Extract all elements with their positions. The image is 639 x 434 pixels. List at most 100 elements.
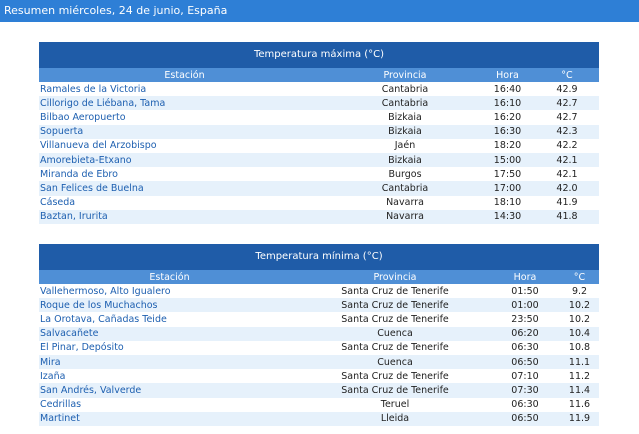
table-cell: 42.1 [535,152,599,168]
table-row: Martinet Lleida 06:50 11.9 [39,411,599,426]
station-link[interactable]: Miranda de Ebro [40,168,118,180]
table-cell: 10.4 [560,326,599,341]
table-cell: 11.1 [560,354,599,370]
table-cell: Jaén [394,140,416,152]
table-cell: 06:20 [490,326,560,341]
table-cell: 16:10 [480,96,535,111]
table-cell: 11.6 [568,399,591,411]
column-header: °C [535,68,599,82]
station-link[interactable]: San Andrés, Valverde [39,383,300,398]
table-cell: Navarra [330,209,480,224]
column-header: °C [560,270,599,284]
table-cell: 01:00 [490,298,560,313]
station-link[interactable]: Martinet [39,411,300,426]
table-cell: Cantabria [330,181,480,196]
station-link[interactable]: Bilbao Aeropuerto [40,111,126,123]
table-cell: 41.9 [556,197,578,209]
station-link[interactable]: Cáseda [40,197,76,209]
table-cell: 07:10 [511,370,539,382]
table-title: Temperatura mínima (°C) [39,244,599,270]
table-cell: 16:30 [480,124,535,139]
table-cell: 42.7 [556,111,578,123]
station-link[interactable]: San Felices de Buelna [39,181,330,196]
table-cell: 42.2 [556,140,578,152]
table-cell: 06:30 [511,342,539,354]
table-cell: Bizkaia [388,111,422,123]
table-cell: 06:50 [490,354,560,370]
table-row: San Felices de Buelna Cantabria 17:00 42.0 [39,181,599,196]
table-cell: 11.2 [568,370,591,382]
table-cell: 23:50 [511,313,539,325]
table-title: Temperatura máxima (°C) [39,42,599,68]
data-table: Temperatura mínima (°C) Estación Provincia… [39,244,599,426]
table-cell: Bizkaia [330,124,480,139]
table-cell: Santa Cruz de Tenerife [341,342,449,354]
data-table: Temperatura máxima (°C) Estación Provincia… [39,42,599,224]
table-cell: Santa Cruz de Tenerife [341,370,449,382]
table-cell: 16:20 [493,111,522,123]
station-link[interactable]: Sopuerta [39,124,330,139]
table-row: El Pinar, Depósito Santa Cruz de Tenerife… [39,341,599,355]
table-row: Vallehermoso, Alto Igualero Santa Cruz de… [39,284,599,298]
table-cell: 15:00 [480,152,535,168]
table-cell: 11.4 [560,383,599,398]
station-link[interactable]: Cillorigo de Liébana, Tama [39,96,330,111]
table-cell: Santa Cruz de Tenerife [341,313,449,325]
page-header: Resumen miércoles, 24 de junio, España [0,0,639,22]
table-cell: Santa Cruz de Tenerife [300,383,490,398]
station-link[interactable]: Roque de los Muchachos [39,298,300,313]
table-cell: Santa Cruz de Tenerife [300,298,490,313]
station-link[interactable]: Vallehermoso, Alto Igualero [40,285,171,297]
table-cell: 18:20 [493,140,522,152]
column-header: Estación [39,270,300,284]
table-cell: 10.2 [568,313,591,325]
station-link[interactable]: Amorebieta-Etxano [39,152,330,168]
table-cell: 42.7 [535,96,599,111]
table-cell: Cuenca [300,354,490,370]
station-link[interactable]: Baztan, Irurita [39,209,330,224]
table-cell: 10.2 [560,298,599,313]
table-cell: 06:50 [490,411,560,426]
header-row: Estación Provincia Hora °C [39,68,599,82]
table-cell: Cantabria [381,83,429,95]
table-cell: Navarra [386,197,424,209]
station-link[interactable]: Ramales de la Victoria [40,83,147,95]
column-header: Estación [39,68,330,82]
table-row: Bilbao Aeropuerto Bizkaia 16:20 42.7 [39,110,599,124]
table-row: Amorebieta-Etxano Bizkaia 15:00 42.1 [39,152,599,168]
table-cell: 17:00 [480,181,535,196]
table-cell: Burgos [388,168,422,180]
table-cell: 42.3 [535,124,599,139]
table-cell: 42.9 [556,83,578,95]
column-header: Provincia [330,68,480,82]
station-link[interactable]: Izaña [40,370,66,382]
table-row: Roque de los Muchachos Santa Cruz de Tene… [39,298,599,313]
table-cell: 9.2 [571,285,588,297]
header-row: Estación Provincia Hora °C [39,270,599,284]
table-row: Salvacañete Cuenca 06:20 10.4 [39,326,599,341]
table-cell: Lleida [300,411,490,426]
table-cell: Cuenca [300,326,490,341]
table-row: Villanueva del Arzobispo Jaén 18:20 42.2 [39,139,599,153]
table-cell: Bizkaia [330,152,480,168]
table-row: Miranda de Ebro Burgos 17:50 42.1 [39,167,599,181]
station-link[interactable]: Salvacañete [39,326,300,341]
station-link[interactable]: Cedrillas [40,399,82,411]
station-link[interactable]: El Pinar, Depósito [40,342,124,354]
table-row: Mira Cuenca 06:50 11.1 [39,354,599,370]
table-cell: 16:40 [493,83,522,95]
table-row: Cáseda Navarra 18:10 41.9 [39,196,599,210]
table-cell: 07:30 [490,383,560,398]
table-row: Baztan, Irurita Navarra 14:30 41.8 [39,209,599,224]
column-header: Provincia [300,270,490,284]
table-row: Cedrillas Teruel 06:30 11.6 [39,398,599,412]
table-row: La Orotava, Cañadas Teide Santa Cruz de T… [39,312,599,326]
table-cell: 18:10 [493,197,522,209]
table-row: Izaña Santa Cruz de Tenerife 07:10 11.2 [39,369,599,383]
station-link[interactable]: La Orotava, Cañadas Teide [40,313,167,325]
station-link[interactable]: Villanueva del Arzobispo [40,140,157,152]
table-row: San Andrés, Valverde Santa Cruz de Teneri… [39,383,599,398]
station-link[interactable]: Mira [39,354,300,370]
table-cell: Santa Cruz de Tenerife [341,285,449,297]
